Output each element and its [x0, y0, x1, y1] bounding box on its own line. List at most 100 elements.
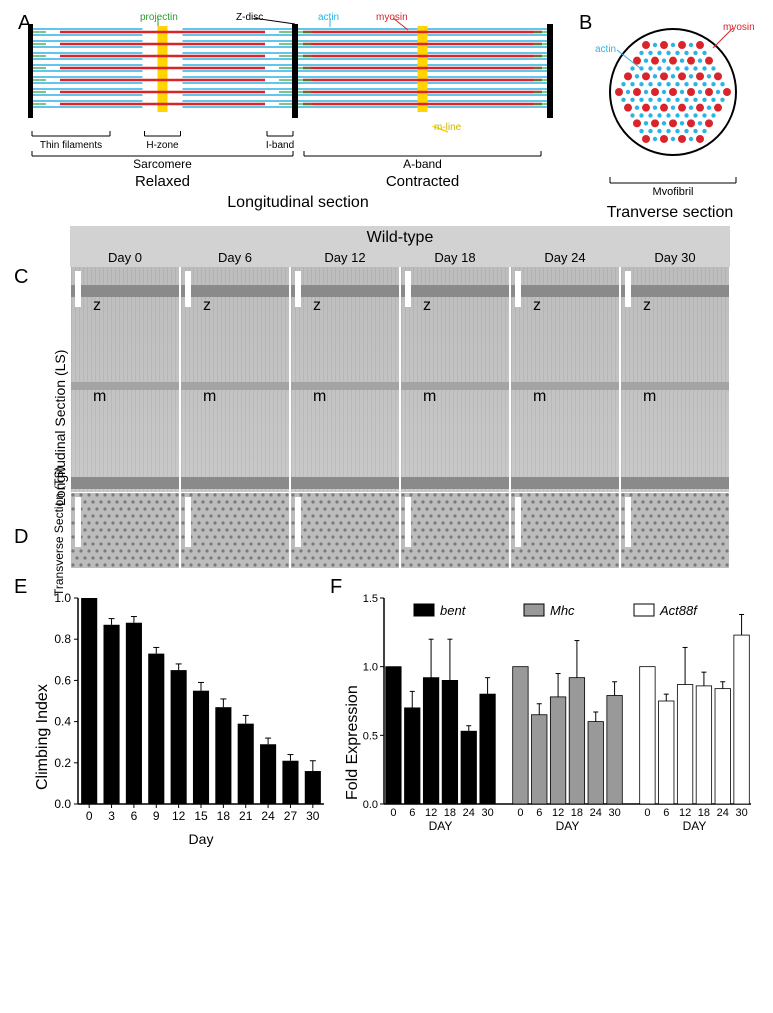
svg-text:21: 21	[239, 809, 253, 823]
ts-micrograph	[291, 493, 399, 568]
ls-micrograph: zm	[181, 267, 289, 492]
myofibril-bracket-svg: Myofibril	[585, 173, 755, 195]
panel-label-a: A	[18, 12, 31, 35]
scientific-figure: A projectin Z-disc actin myosin Thin fil…	[10, 10, 763, 860]
day-header: Day 30	[620, 248, 730, 267]
svg-text:DAY: DAY	[556, 819, 580, 833]
ts-micrograph	[181, 493, 289, 568]
svg-text:0.8: 0.8	[54, 632, 71, 646]
svg-text:0: 0	[390, 807, 396, 819]
row-ab: A projectin Z-disc actin myosin Thin fil…	[10, 10, 763, 220]
label-myosin: myosin	[376, 12, 408, 23]
transverse-circle-svg	[585, 10, 755, 168]
svg-text:30: 30	[735, 807, 747, 819]
svg-text:18: 18	[571, 807, 583, 819]
svg-text:18: 18	[217, 809, 231, 823]
svg-text:6: 6	[409, 807, 415, 819]
svg-text:12: 12	[425, 807, 437, 819]
svg-text:DAY: DAY	[683, 819, 707, 833]
label-actin-b: actin	[595, 44, 616, 55]
svg-text:0: 0	[517, 807, 523, 819]
svg-text:12: 12	[679, 807, 691, 819]
svg-text:24: 24	[590, 807, 602, 819]
svg-text:0.0: 0.0	[54, 797, 71, 811]
panel-label-e: E	[14, 576, 27, 599]
svg-text:Sarcomere: Sarcomere	[133, 157, 192, 171]
day-header: Day 6	[180, 248, 290, 267]
svg-text:DAY: DAY	[429, 819, 453, 833]
ts-row	[70, 492, 730, 568]
svg-text:0.0: 0.0	[363, 799, 378, 811]
label-zdisc: Z-disc	[236, 12, 263, 23]
panel-a: A projectin Z-disc actin myosin Thin fil…	[28, 18, 568, 126]
svg-text:1.0: 1.0	[54, 591, 71, 605]
label-actin: actin	[318, 12, 339, 23]
ls-row: zmzmzmzmzmzm	[70, 267, 730, 492]
svg-text:0.2: 0.2	[54, 756, 71, 770]
chart-e-wrap: Climbing Index 0.00.20.40.60.81.00369121…	[40, 590, 330, 855]
ts-side-label: Transverse Section (TS)	[52, 466, 66, 596]
svg-text:6: 6	[536, 807, 542, 819]
day-header: Day 12	[290, 248, 400, 267]
panel-label-b: B	[579, 12, 592, 35]
ts-micrograph	[511, 493, 619, 568]
chart-f-wrap: Fold Expression 0.00.51.01.50612182430DA…	[350, 590, 755, 855]
svg-text:24: 24	[261, 809, 275, 823]
svg-text:12: 12	[172, 809, 186, 823]
day-header: Day 24	[510, 248, 620, 267]
svg-text:30: 30	[306, 809, 320, 823]
svg-text:0.4: 0.4	[54, 715, 71, 729]
svg-text:6: 6	[131, 809, 138, 823]
svg-text:24: 24	[717, 807, 729, 819]
fold-expression-chart: 0.00.51.01.50612182430DAY0612182430DAY06…	[350, 590, 755, 850]
transverse-section-title: Tranverse section	[585, 204, 755, 222]
svg-text:30: 30	[481, 807, 493, 819]
svg-text:0: 0	[86, 809, 93, 823]
ls-micrograph: zm	[291, 267, 399, 492]
row-ef: E F Climbing Index 0.00.20.40.60.81.0036…	[10, 580, 763, 860]
svg-text:Mhc: Mhc	[550, 603, 575, 618]
panel-b: B actin myosin Myofibril Tranverse secti…	[585, 10, 755, 222]
svg-text:15: 15	[194, 809, 208, 823]
ls-micrograph: zm	[71, 267, 179, 492]
ls-micrograph: zm	[401, 267, 509, 492]
svg-text:0.5: 0.5	[363, 730, 378, 742]
svg-text:9: 9	[153, 809, 160, 823]
label-myosin-b: myosin	[723, 22, 755, 33]
climbing-index-chart: 0.00.20.40.60.81.0036912151821242730Day	[40, 590, 330, 850]
svg-text:18: 18	[444, 807, 456, 819]
svg-text:H-zone: H-zone	[146, 140, 179, 151]
svg-text:1.5: 1.5	[363, 593, 378, 605]
svg-text:24: 24	[463, 807, 475, 819]
svg-text:30: 30	[608, 807, 620, 819]
chart-e-ylabel: Climbing Index	[34, 684, 52, 790]
panel-label-c: C	[14, 266, 28, 289]
svg-text:0.6: 0.6	[54, 673, 71, 687]
day-header-row: Day 0Day 6Day 12Day 18Day 24Day 30	[70, 248, 730, 267]
ls-micrograph: zm	[511, 267, 619, 492]
svg-text:A-band: A-band	[403, 157, 442, 171]
label-mline: m-line	[434, 122, 461, 133]
sarcomere-brackets-svg: Thin filaments H-zone I-band Sarcomere A-ban…	[28, 126, 568, 196]
sarcomere-diagram	[28, 18, 568, 126]
svg-text:12: 12	[552, 807, 564, 819]
svg-text:I-band: I-band	[266, 140, 294, 151]
svg-text:0: 0	[644, 807, 650, 819]
svg-text:6: 6	[663, 807, 669, 819]
label-projectin: projectin	[140, 12, 178, 23]
panel-label-d: D	[14, 526, 28, 549]
svg-text:Day: Day	[189, 831, 214, 847]
ls-micrograph: zm	[621, 267, 729, 492]
day-header: Day 0	[70, 248, 180, 267]
svg-text:Myofibril: Myofibril	[653, 186, 694, 195]
svg-text:Thin filaments: Thin filaments	[40, 140, 102, 151]
ts-micrograph	[621, 493, 729, 568]
day-header: Day 18	[400, 248, 510, 267]
ts-micrograph	[71, 493, 179, 568]
svg-text:27: 27	[284, 809, 298, 823]
panel-label-f: F	[330, 576, 342, 599]
wildtype-header: Wild-type	[70, 226, 730, 248]
micrograph-container: Wild-type Day 0Day 6Day 12Day 18Day 24Da…	[70, 226, 763, 568]
svg-text:Act88f: Act88f	[659, 603, 698, 618]
longitudinal-section-title: Longitudinal section	[28, 194, 568, 212]
